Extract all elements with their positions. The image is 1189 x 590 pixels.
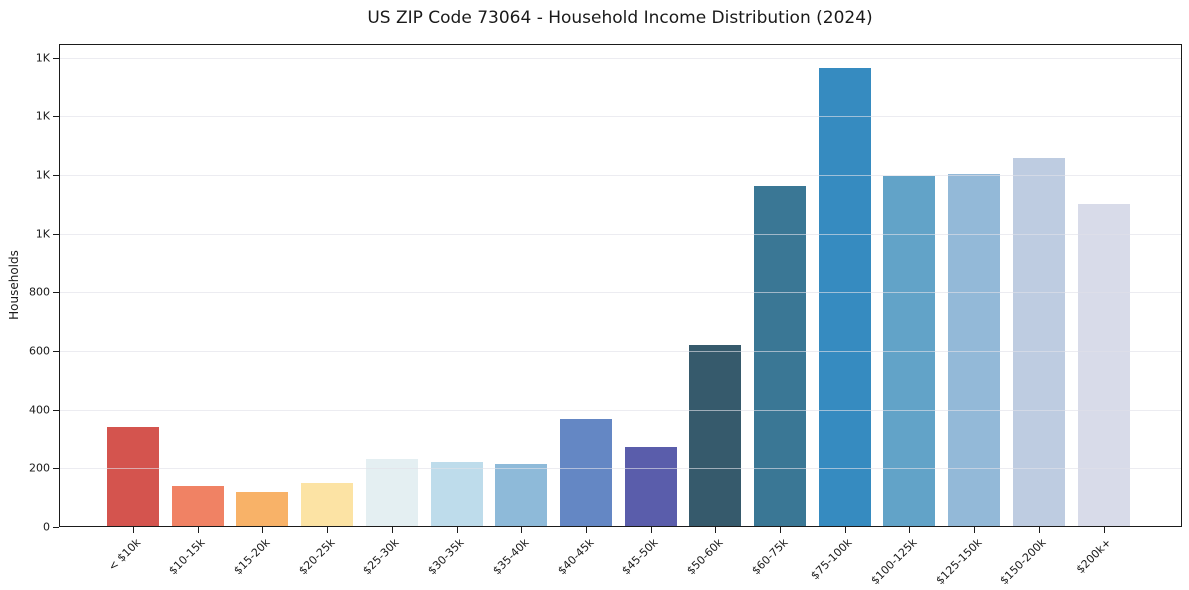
bar bbox=[236, 491, 289, 527]
bar bbox=[624, 446, 677, 527]
bar bbox=[559, 419, 612, 527]
y-tick-mark bbox=[53, 468, 59, 470]
x-tick-label: $50-60k bbox=[684, 536, 726, 578]
y-tick-mark bbox=[53, 409, 59, 411]
x-tick-mark bbox=[391, 527, 393, 533]
x-tick-mark bbox=[133, 527, 134, 533]
y-tick-mark bbox=[53, 351, 59, 353]
x-tick-mark bbox=[650, 527, 652, 533]
bar bbox=[171, 485, 224, 527]
y-tick-mark bbox=[53, 57, 59, 59]
x-tick-label: $200k+ bbox=[1073, 536, 1114, 577]
x-tick-label: $10-15k bbox=[166, 536, 208, 578]
x-tick-label: $45-50k bbox=[619, 536, 661, 578]
x-tick-mark bbox=[974, 527, 976, 533]
gridline bbox=[59, 175, 1182, 177]
chart-title: US ZIP Code 73064 - Household Income Dis… bbox=[367, 8, 873, 28]
x-tick-label: $20-25k bbox=[296, 536, 338, 578]
gridline bbox=[59, 292, 1182, 294]
bar bbox=[301, 483, 354, 527]
x-tick-label: $100-125k bbox=[868, 536, 920, 588]
x-tick-label: $75-100k bbox=[808, 536, 855, 583]
x-tick-label: $30-35k bbox=[425, 536, 467, 578]
y-tick-label: 1K bbox=[35, 51, 50, 65]
y-tick-label: 600 bbox=[29, 344, 50, 358]
y-tick-label: 400 bbox=[29, 403, 50, 417]
x-tick-mark bbox=[456, 527, 458, 533]
y-tick-mark bbox=[53, 527, 59, 528]
x-tick-mark bbox=[1103, 527, 1105, 533]
x-tick-mark bbox=[1038, 527, 1040, 533]
x-tick-label: $25-30k bbox=[360, 536, 402, 578]
bar bbox=[365, 459, 418, 527]
bar bbox=[948, 173, 1001, 527]
y-tick-label: 1K bbox=[35, 227, 50, 241]
x-tick-mark bbox=[909, 527, 911, 533]
y-tick-label: 200 bbox=[29, 461, 50, 475]
x-tick-label: < $10k bbox=[105, 536, 144, 574]
gridline bbox=[59, 57, 1182, 59]
y-tick-mark bbox=[53, 233, 59, 235]
gridline bbox=[59, 233, 1182, 235]
bar bbox=[495, 464, 548, 527]
x-tick-mark bbox=[585, 527, 587, 533]
y-tick-mark bbox=[53, 116, 59, 118]
gridline bbox=[59, 351, 1182, 353]
gridline bbox=[59, 116, 1182, 118]
y-tick-mark bbox=[53, 175, 59, 177]
x-tick-mark bbox=[262, 527, 264, 533]
x-tick-mark bbox=[715, 527, 717, 533]
y-tick-mark bbox=[53, 292, 59, 294]
y-tick-label: 0 bbox=[43, 520, 50, 534]
x-tick-label: $15-20k bbox=[231, 536, 273, 578]
x-tick-label: $125-150k bbox=[933, 536, 985, 588]
y-axis-label: Households bbox=[7, 250, 21, 320]
bar bbox=[1012, 158, 1065, 527]
x-tick-label: $60-75k bbox=[748, 536, 791, 578]
bar bbox=[430, 462, 483, 527]
bar bbox=[754, 185, 806, 527]
x-tick-label: $40-45k bbox=[554, 536, 597, 578]
x-tick-mark bbox=[197, 527, 199, 533]
y-tick-label: 1K bbox=[35, 168, 50, 182]
y-tick-label: 1K bbox=[35, 109, 50, 123]
y-tick-label: 800 bbox=[29, 285, 50, 299]
x-tick-mark bbox=[844, 527, 846, 533]
bar bbox=[818, 68, 871, 527]
x-tick-label: $35-40k bbox=[490, 536, 532, 578]
bar bbox=[689, 345, 742, 527]
x-tick-mark bbox=[327, 527, 329, 533]
bar bbox=[1077, 204, 1130, 527]
x-tick-mark bbox=[780, 527, 781, 533]
x-tick-mark bbox=[521, 527, 523, 533]
plot-border bbox=[59, 44, 1182, 527]
x-tick-label: $150-200k bbox=[997, 536, 1049, 588]
gridline bbox=[59, 468, 1182, 470]
bar bbox=[107, 427, 159, 527]
gridline bbox=[59, 409, 1182, 411]
